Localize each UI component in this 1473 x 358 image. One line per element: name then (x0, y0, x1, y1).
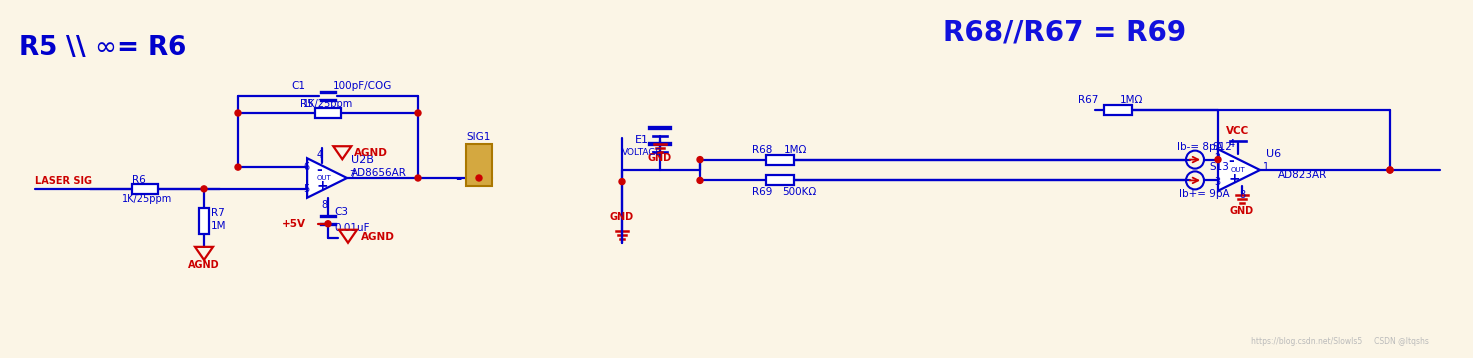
Text: R69: R69 (751, 187, 772, 197)
Bar (1103, 105, 1131, 115)
Text: Ib-= 8pA: Ib-= 8pA (1177, 142, 1223, 151)
Text: 1MΩ: 1MΩ (1119, 95, 1143, 105)
Circle shape (415, 175, 421, 181)
Bar (199, 208, 209, 234)
Text: 1K/25ppm: 1K/25ppm (122, 194, 172, 204)
Circle shape (200, 186, 208, 192)
Text: -: - (1228, 154, 1234, 168)
Bar (766, 155, 794, 165)
Circle shape (236, 164, 242, 170)
Text: https://blog.csdn.net/SlowIs5     CSDN @ltqshs: https://blog.csdn.net/SlowIs5 CSDN @ltqs… (1251, 337, 1429, 346)
Text: +: + (317, 179, 328, 193)
Circle shape (236, 110, 242, 116)
Text: U2B: U2B (351, 155, 374, 165)
Polygon shape (306, 158, 348, 198)
Text: Ib+= 9pA: Ib+= 9pA (1178, 189, 1230, 199)
Text: 100pF/COG: 100pF/COG (333, 81, 392, 91)
Text: S12: S12 (1212, 142, 1231, 151)
Text: 7: 7 (349, 170, 355, 180)
Text: 8: 8 (1239, 190, 1245, 200)
Bar (133, 184, 158, 194)
Text: 1K/25ppm: 1K/25ppm (303, 99, 354, 109)
Text: AD8656AR: AD8656AR (351, 168, 407, 178)
Text: R5 \\ $\infty$= R6: R5 \\ $\infty$= R6 (18, 35, 187, 61)
Text: GND: GND (610, 212, 633, 222)
Text: SIG1: SIG1 (467, 132, 491, 142)
Circle shape (619, 179, 625, 185)
Circle shape (697, 156, 703, 163)
Text: R68: R68 (751, 145, 772, 155)
Text: -: - (455, 170, 461, 185)
Circle shape (697, 178, 703, 183)
Text: 3: 3 (1214, 177, 1220, 187)
Text: 8: 8 (321, 200, 327, 209)
Text: 4: 4 (1228, 139, 1234, 149)
Text: VCC: VCC (1227, 126, 1249, 136)
Text: 1M: 1M (211, 221, 227, 231)
Text: LASER SIG: LASER SIG (35, 176, 91, 186)
Text: OUT: OUT (317, 175, 331, 181)
Text: C3: C3 (334, 207, 348, 217)
Circle shape (326, 221, 331, 227)
Text: AGND: AGND (189, 260, 219, 270)
Text: 1MΩ: 1MΩ (784, 145, 807, 155)
Polygon shape (1218, 149, 1259, 191)
Text: 6: 6 (303, 161, 309, 171)
Text: R7: R7 (211, 208, 225, 218)
Circle shape (1388, 167, 1393, 173)
Circle shape (415, 110, 421, 116)
Text: 2: 2 (1214, 153, 1220, 163)
Text: 4: 4 (317, 150, 323, 160)
Text: AD823AR: AD823AR (1279, 170, 1327, 180)
Bar (766, 175, 794, 185)
Circle shape (1388, 167, 1393, 173)
Text: E1: E1 (635, 135, 650, 145)
Text: U6: U6 (1265, 149, 1282, 159)
Circle shape (1215, 156, 1221, 163)
Text: OUT: OUT (1230, 167, 1245, 173)
Text: +: + (1228, 172, 1240, 186)
Text: +5V: +5V (281, 219, 306, 229)
Text: AGND: AGND (361, 232, 395, 242)
Text: R6: R6 (133, 175, 146, 185)
Text: 500KΩ: 500KΩ (782, 187, 816, 197)
Text: VOLTAGE: VOLTAGE (622, 147, 661, 156)
Text: 1: 1 (1262, 162, 1270, 172)
Text: 0.01uF: 0.01uF (334, 223, 370, 233)
Text: 5: 5 (303, 184, 309, 194)
Text: R5: R5 (300, 99, 314, 109)
Text: R68//R67 = R69: R68//R67 = R69 (943, 18, 1187, 46)
Text: C1: C1 (292, 81, 305, 91)
Bar (465, 144, 492, 186)
Bar (315, 108, 342, 118)
Circle shape (476, 175, 482, 181)
Text: S13: S13 (1209, 163, 1228, 173)
Text: AGND: AGND (355, 148, 389, 158)
Text: GND: GND (648, 153, 672, 163)
Text: R67: R67 (1078, 95, 1099, 105)
Text: -: - (317, 163, 323, 176)
Text: GND: GND (1230, 206, 1254, 216)
